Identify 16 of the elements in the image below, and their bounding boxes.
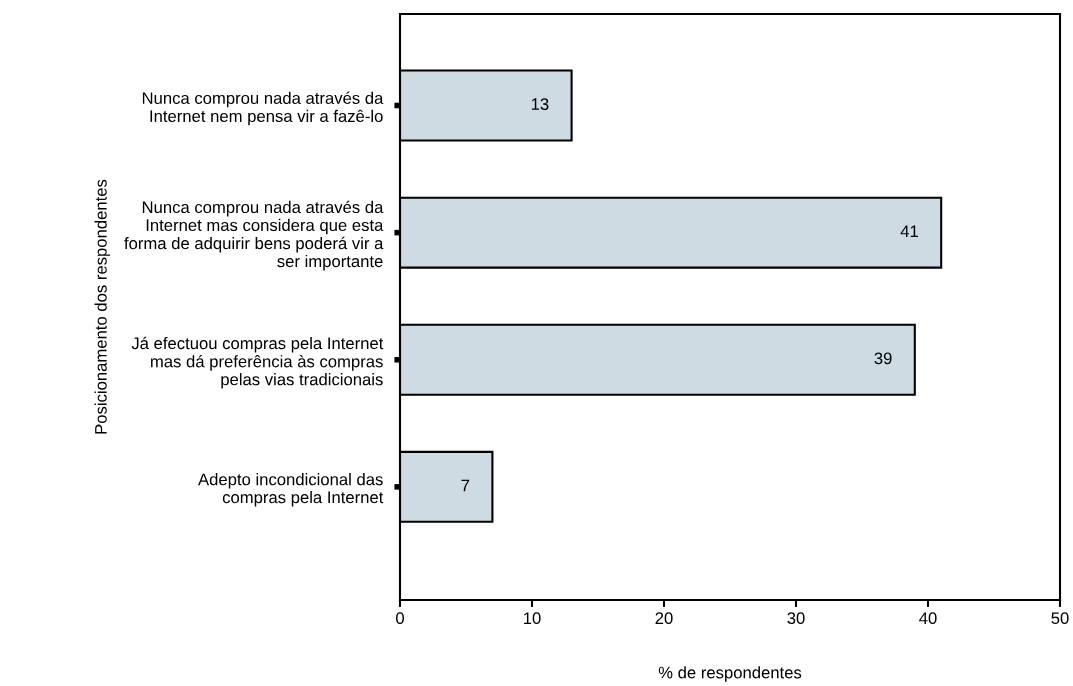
data-label: 7: [461, 479, 470, 492]
y-tick-label: Já efectuou compras pela Internet mas dá preferência às compras pelas vias tradicionais: [131, 336, 384, 389]
x-tick-label: 50: [1051, 612, 1069, 625]
x-tick-label: 10: [524, 612, 541, 625]
x-tick-label: 40: [919, 612, 937, 625]
data-label: 39: [874, 352, 892, 365]
x-tick-label: 0: [396, 612, 404, 625]
data-label: 41: [900, 225, 918, 237]
y-tick-label: Nunca comprou nada através da Internet nem pensa vir a fazê-lo: [142, 91, 384, 126]
x-axis-title: % de respondentes: [658, 666, 802, 682]
y-tick-label: Adepto incondicional das compras pela Internet: [198, 473, 384, 507]
x-tick-label: 30: [787, 612, 805, 625]
y-tick-label: Nunca comprou nada através da Internet mas considera que esta forma de adquirir bens poderá vir a ser importante: [124, 200, 384, 271]
y-axis-title: Posicionamento dos respondentes: [94, 179, 111, 434]
x-tick-label: 20: [655, 612, 673, 625]
data-label: 13: [531, 98, 549, 110]
